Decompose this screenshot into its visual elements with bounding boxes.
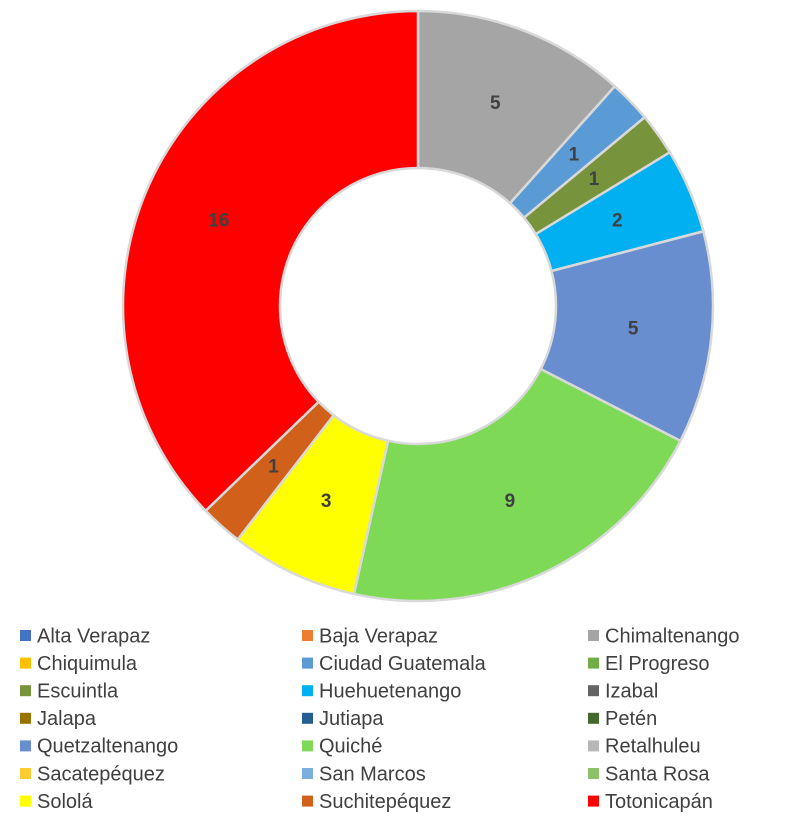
legend-swatch (20, 740, 31, 752)
data-label: 5 (628, 319, 639, 340)
data-label: 1 (268, 456, 279, 477)
data-label: 3 (321, 491, 332, 512)
legend-swatch (588, 712, 599, 724)
slice (539, 229, 715, 443)
legend-swatch (588, 630, 599, 641)
legend-swatch (588, 740, 599, 752)
legend-swatch (302, 712, 313, 724)
legend-swatch (20, 685, 31, 697)
legend-swatch (302, 685, 313, 697)
legend-label: Quiché (319, 736, 382, 758)
legend-label: Jalapa (37, 708, 97, 730)
legend-label: Chimaltenango (605, 625, 740, 647)
legend-label: Totonicapán (605, 791, 713, 813)
legend-swatch (588, 795, 599, 807)
legend-label: Santa Rosa (605, 763, 710, 785)
legend-swatch (20, 630, 31, 641)
legend-swatch (302, 630, 313, 641)
legend-label: Jutiapa (319, 708, 384, 730)
legend-label: Baja Verapaz (319, 625, 438, 647)
legend-label: Ciudad Guatemala (319, 653, 487, 675)
legend-swatch (20, 768, 31, 779)
slice (121, 9, 420, 513)
legend-label: Izabal (605, 680, 658, 702)
legend-swatch (588, 657, 599, 669)
legend-label: Quetzaltenango (37, 736, 178, 758)
legend-swatch (20, 657, 31, 669)
legend-swatch (588, 768, 599, 779)
data-label: 16 (208, 210, 229, 231)
legend-label: San Marcos (319, 763, 426, 785)
legend-label: Escuintla (37, 680, 119, 702)
legend-label: El Progreso (605, 653, 710, 675)
data-label: 2 (612, 210, 623, 231)
legend-label: Sololá (37, 791, 93, 813)
legend-label: Huehuetenango (319, 680, 461, 702)
slice (352, 367, 683, 603)
legend-swatch (588, 685, 599, 697)
legend-label: Retalhuleu (605, 736, 701, 758)
legend-label: Sacatepéquez (37, 763, 165, 785)
legend-swatch (302, 795, 313, 807)
legend-swatch (20, 795, 31, 807)
slice (416, 9, 617, 205)
legend-swatch (20, 712, 31, 724)
legend-label: Suchitepéquez (319, 791, 451, 813)
legend-label: Chiquimula (37, 653, 138, 675)
data-label: 5 (490, 93, 501, 114)
legend-label: Petén (605, 708, 657, 730)
legend-swatch (302, 657, 313, 669)
legend-swatch (302, 740, 313, 752)
data-label: 9 (505, 491, 516, 512)
data-label: 1 (569, 145, 580, 166)
legend-label: Alta Verapaz (37, 625, 150, 647)
data-label: 1 (589, 169, 600, 190)
legend-swatch (302, 768, 313, 779)
